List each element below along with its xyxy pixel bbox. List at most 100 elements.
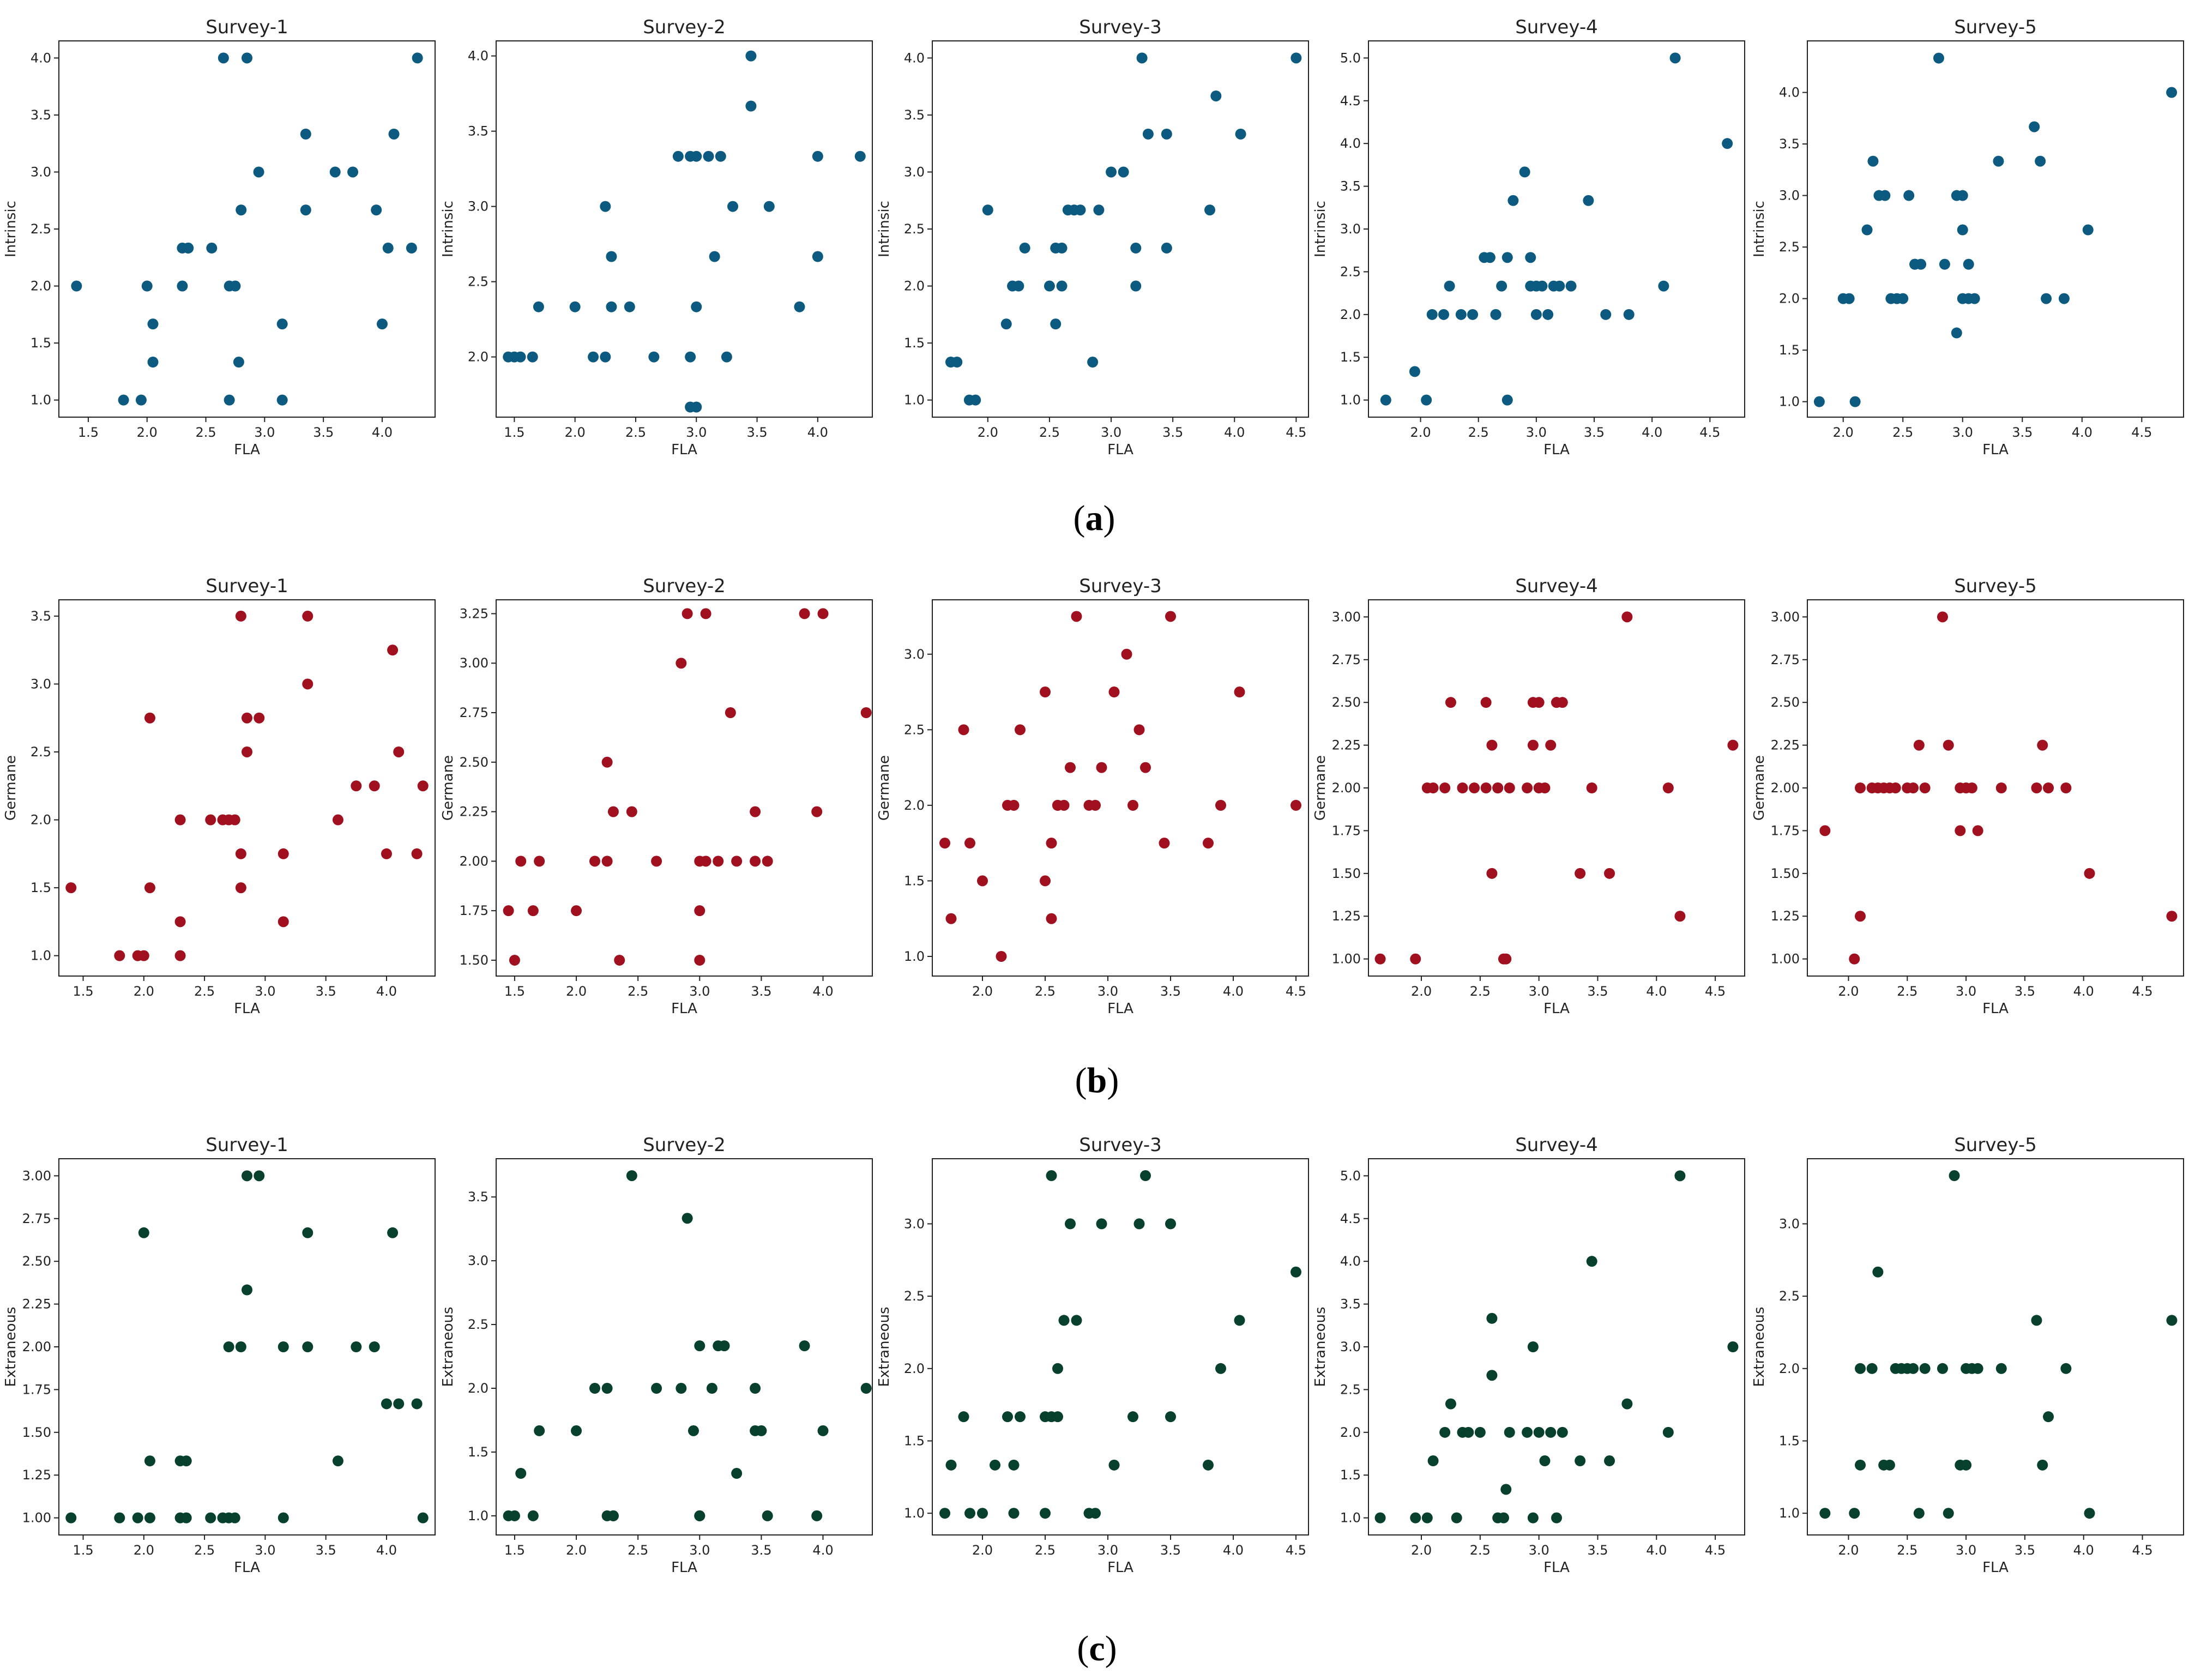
chart-0-4-point-19 [1957,190,1968,201]
chart-0-1: Survey-2 1.5 2.0 2.5 3.0 3.5 4.0 2.0 2.5 3.0 3.5 4.… [440,16,873,458]
chart-0-1-point-25 [745,50,757,62]
chart-0-2-ytick-label-1: 1.5 [904,335,925,351]
chart-1-3-ytick-label-8: 3.00 [1332,609,1361,624]
chart-1-0-point-21 [302,610,313,622]
chart-1-2-point-3 [964,838,975,849]
chart-2-4-xtick-label-4: 4.0 [2073,1543,2094,1558]
chart-2-0-ytick-label-1: 1.25 [22,1467,51,1483]
chart-0-0-point-16 [236,204,247,216]
chart-1-2-point-10 [1040,875,1051,887]
chart-0-1-point-29 [812,150,823,162]
chart-1-4-point-19 [1972,825,1983,836]
chart-2-3-point-3 [1427,1455,1439,1467]
chart-1-4-ylabel: Germane [1751,755,1768,821]
chart-1-0-point-24 [351,780,362,792]
chart-1-0-ytick-label-0: 1.0 [31,948,51,964]
chart-2-3-point-4 [1439,1426,1451,1438]
chart-1-3-point-3 [1427,782,1439,793]
chart-2-2-point-9 [1015,1411,1026,1423]
chart-1-2-point-17 [1071,611,1082,622]
chart-0-3-point-13 [1501,394,1513,406]
chart-2-2-xtick-label-0: 2.0 [972,1543,993,1558]
chart-2-3-point-17 [1527,1512,1539,1524]
chart-2-2-point-25 [1140,1170,1151,1182]
chart-2-1-ylabel: Extraneous [440,1306,456,1387]
chart-1-3-point-26 [1557,697,1568,708]
chart-2-3-ytick-label-0: 1.0 [1340,1510,1361,1526]
chart-0-0-point-27 [382,242,394,254]
chart-1-1-xtick-label-1: 2.0 [566,984,587,999]
chart-2-4-point-16 [1949,1170,1960,1182]
chart-2-4-point-27 [2084,1508,2095,1519]
chart-1-3-ytick-label-7: 2.75 [1332,652,1361,667]
chart-0-2-point-4 [982,204,993,216]
chart-0-4-xtick-label-2: 3.0 [1952,425,1973,440]
chart-0-2-point-11 [1050,318,1062,330]
chart-1-0-point-17 [242,746,252,757]
chart-1-4-point-20 [1995,782,2007,793]
chart-2-3-ytick-label-2: 2.0 [1340,1425,1361,1440]
chart-2-4-xlabel: FLA [1982,1559,2009,1576]
chart-2-2-xtick-label-2: 3.0 [1097,1543,1118,1558]
chart-0-0: Survey-1 1.5 2.0 2.5 3.0 3.5 4.0 1.0 1.5 2.0 2.5 3.… [3,16,436,458]
chart-0-2-point-3 [970,394,981,406]
chart-1-1-title: Survey-2 [643,575,726,597]
chart-2-0-point-14 [229,1512,240,1524]
chart-0-1-point-18 [691,401,702,413]
chart-2-0-point-4 [144,1512,155,1524]
chart-2-4-point-21 [1972,1363,1983,1374]
chart-2-0-point-20 [278,1512,289,1524]
chart-0-3-point-15 [1507,195,1519,206]
chart-1-1-ytick-label-0: 1.50 [460,953,489,968]
chart-0-2-ylabel: Intrinsic [876,201,893,257]
chart-2-2-point-29 [1215,1363,1226,1374]
chart-0-0-xtick-label-1: 2.0 [137,425,158,440]
chart-1-3-point-8 [1480,697,1492,708]
chart-0-2-point-1 [951,357,963,368]
chart-2-2-point-14 [1052,1411,1063,1423]
chart-0-0-point-3 [141,280,153,292]
chart-2-1-point-3 [527,1510,539,1521]
chart-1-1-frame [496,599,873,977]
chart-0-3-point-28 [1623,309,1635,320]
chart-0-1-point-9 [606,301,617,312]
chart-0-2-point-29 [1235,128,1246,140]
chart-2-2-point-7 [1008,1508,1020,1519]
chart-2-2-ytick-label-4: 3.0 [904,1216,925,1231]
chart-1-4-point-22 [2037,739,2048,751]
chart-1-3-xtick-label-1: 2.5 [1470,984,1491,999]
chart-2-4-point-4 [1866,1363,1878,1374]
chart-1-1-point-9 [607,806,619,817]
chart-0-1-point-12 [648,351,660,363]
chart-2-1-xtick-label-4: 3.5 [751,1543,771,1558]
chart-1-2-point-16 [1065,762,1076,773]
chart-0-2-point-27 [1204,204,1216,216]
chart-1-4-point-12 [1919,782,1931,793]
chart-0-3-ytick-label-2: 2.0 [1340,307,1361,322]
chart-1-3-point-6 [1457,782,1468,793]
chart-0-0-xtick-label-0: 1.5 [78,425,99,440]
chart-0-2-point-24 [1142,128,1154,140]
chart-0-0-point-26 [376,318,388,330]
chart-2-0-point-30 [417,1512,429,1524]
chart-2-1-point-17 [694,1510,705,1521]
chart-1-0-point-16 [242,712,252,724]
chart-2-3-point-14 [1500,1484,1512,1495]
chart-2-0-ytick-label-7: 2.75 [22,1211,51,1226]
chart-1-3-ytick-label-1: 1.25 [1332,908,1361,924]
chart-1-1-point-11 [626,806,637,817]
chart-1-0-xlabel: FLA [234,1001,260,1017]
chart-0-3-ytick-label-1: 1.5 [1340,350,1361,365]
chart-0-3-point-7 [1467,309,1479,320]
chart-0-0-point-18 [253,166,264,178]
chart-1-4-ytick-label-1: 1.25 [1771,908,1800,924]
chart-0-3-point-16 [1519,166,1530,178]
chart-2-3-point-23 [1557,1426,1568,1438]
chart-2-1-point-13 [676,1383,687,1394]
chart-2-2-xlabel: FLA [1107,1559,1133,1576]
chart-1-0-point-0 [65,882,77,894]
chart-1-4-point-26 [2166,911,2178,922]
chart-0-2-point-9 [1044,280,1055,292]
chart-2-0-point-2 [132,1512,143,1524]
chart-0-4-point-26 [2029,121,2040,133]
